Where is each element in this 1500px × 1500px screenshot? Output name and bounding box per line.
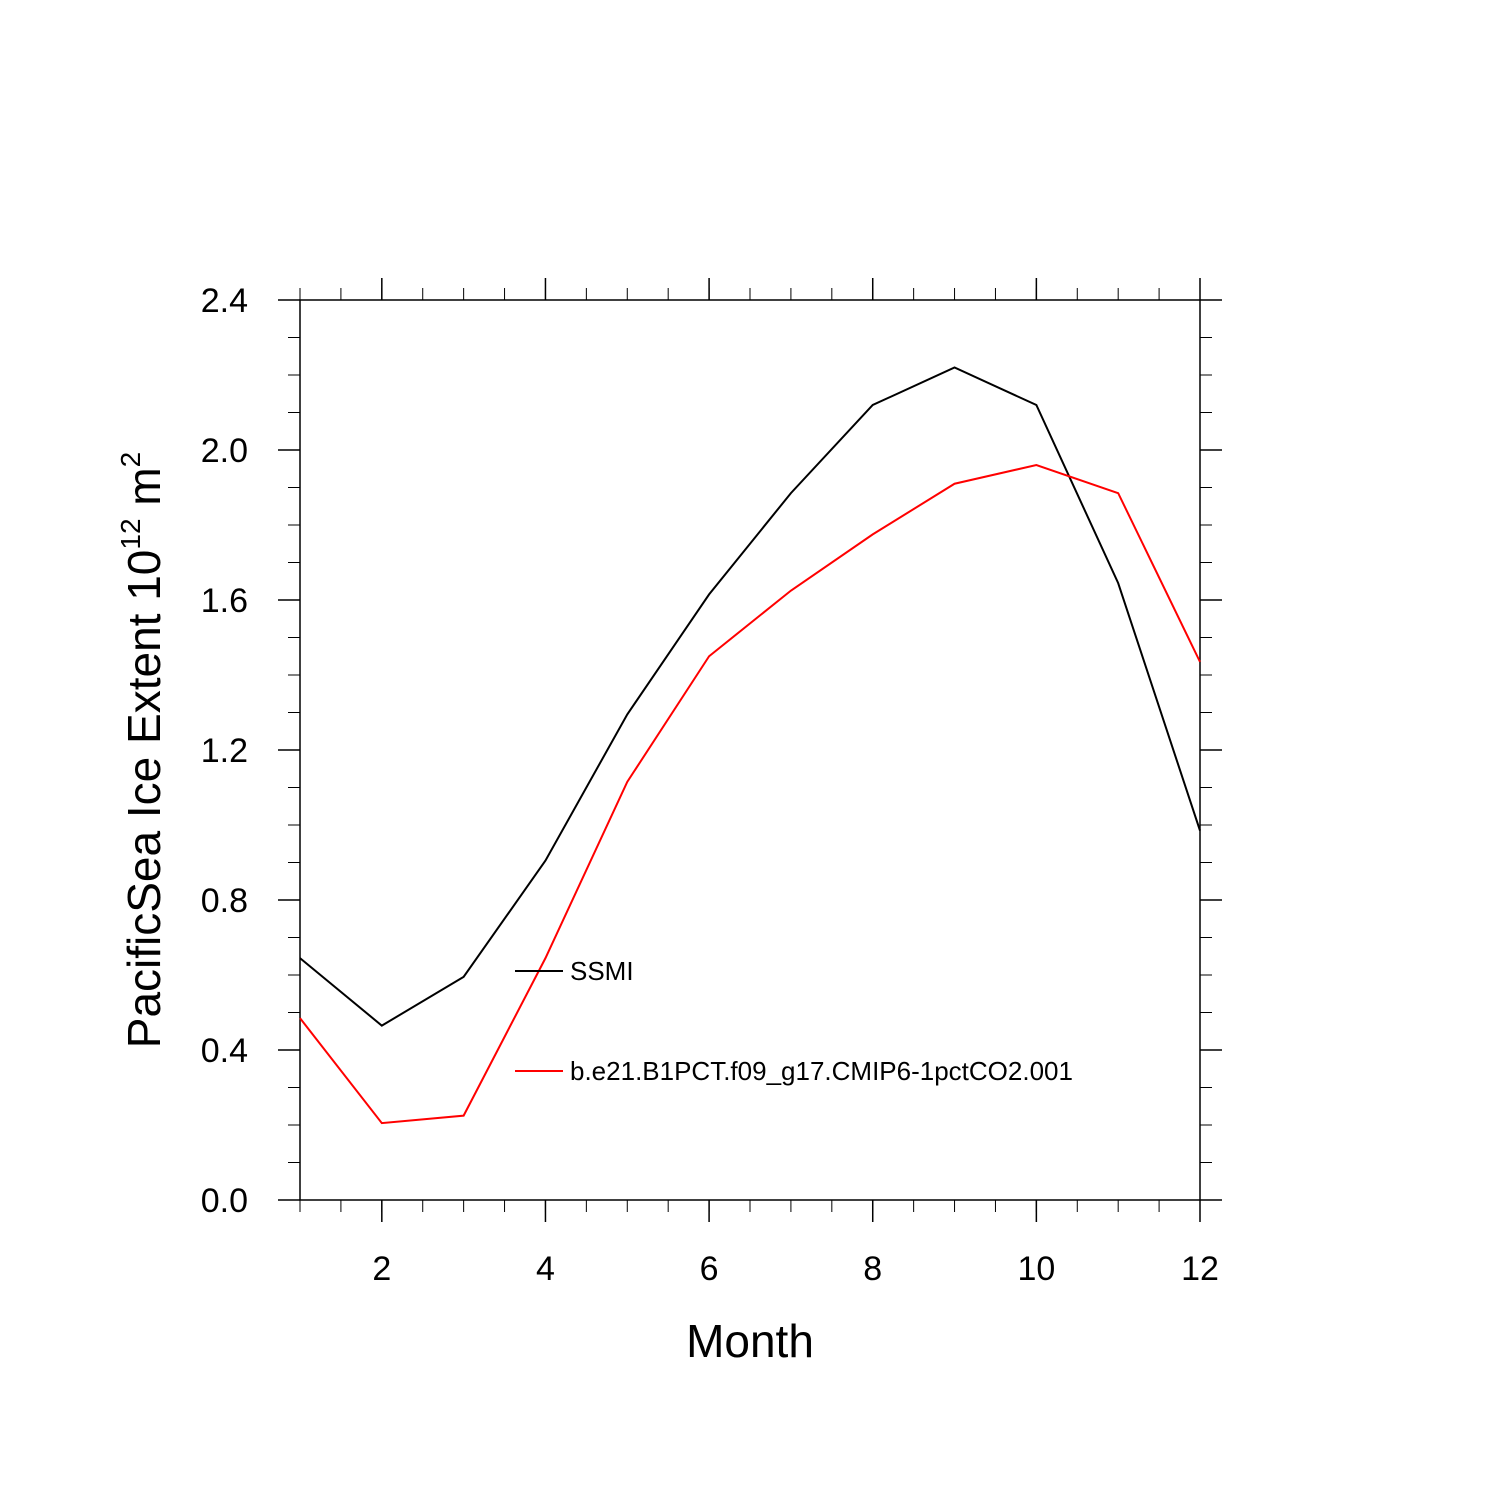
- x-tick-label: 8: [863, 1250, 882, 1288]
- data-lines: [299, 366, 1201, 1125]
- series-line-ssmi: [299, 366, 1201, 1027]
- x-tick-label: 10: [1017, 1250, 1055, 1288]
- y-tick-label: 0.0: [201, 1182, 248, 1220]
- y-tick-label: 2.0: [201, 432, 248, 470]
- x-tick-label: 4: [536, 1250, 555, 1288]
- legend: SSMI b.e21.B1PCT.f09_g17.CMIP6-1pctCO2.0…: [515, 956, 1073, 1086]
- series-line-model: [299, 463, 1201, 1125]
- y-tick-label: 1.2: [201, 732, 248, 770]
- axis-ticks: [278, 278, 1222, 1222]
- y-axis-title: PacificSea Ice Extent 1012 m2: [115, 452, 170, 1048]
- y-axis-title-main: PacificSea Ice Extent 10: [118, 550, 170, 1049]
- x-axis-title: Month: [686, 1315, 814, 1367]
- y-axis-title-exponent: 12: [115, 518, 146, 549]
- y-axis-title-unit: m: [118, 467, 170, 518]
- y-tick-label: 2.4: [201, 282, 248, 320]
- x-tick-label: 2: [372, 1250, 391, 1288]
- y-axis-title-unit-exponent: 2: [115, 452, 146, 468]
- y-tick-label: 0.4: [201, 1032, 248, 1070]
- x-tick-label: 6: [700, 1250, 719, 1288]
- legend-label-model: b.e21.B1PCT.f09_g17.CMIP6-1pctCO2.001: [570, 1056, 1073, 1086]
- y-tick-label: 0.8: [201, 882, 248, 920]
- axis-tick-labels: 2 4 6 8 10 12 0.0 0.4 0.8 1.2 1.6 2.0 2.4: [201, 282, 1219, 1288]
- legend-label-ssmi: SSMI: [570, 956, 634, 986]
- y-tick-label: 1.6: [201, 582, 248, 620]
- x-tick-label: 12: [1181, 1250, 1219, 1288]
